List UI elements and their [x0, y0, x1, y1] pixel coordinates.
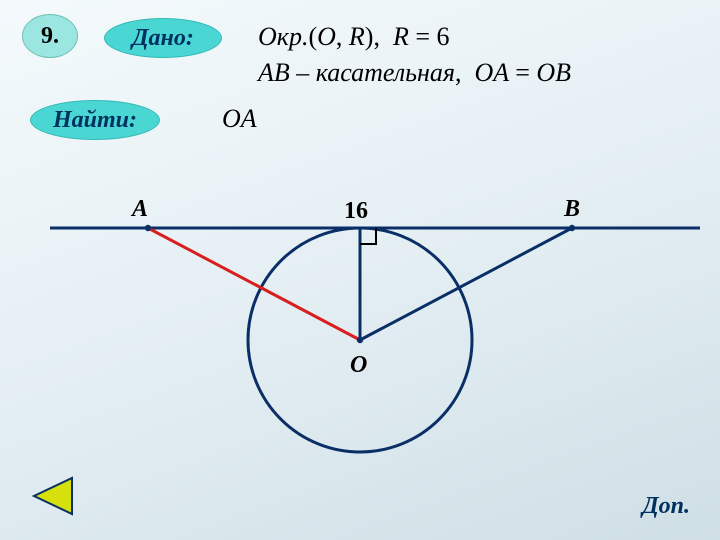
- prev-button[interactable]: [30, 476, 74, 516]
- point-label-a: A: [132, 196, 148, 223]
- tangent-length-label: 16: [344, 198, 368, 225]
- geometry-diagram: [0, 0, 720, 540]
- triangle-left-icon: [30, 476, 74, 516]
- point-label-o: O: [350, 352, 367, 379]
- extra-label[interactable]: Доп.: [642, 493, 690, 520]
- point-label-b: B: [564, 196, 580, 223]
- slide: 9. Дано: Окр.(O, R), R = 6 AB – касатель…: [0, 0, 720, 540]
